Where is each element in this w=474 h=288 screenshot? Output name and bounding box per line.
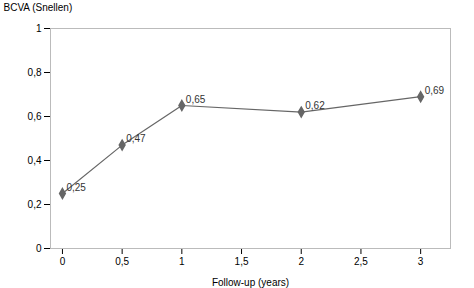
svg-text:0,4: 0,4 xyxy=(28,155,42,166)
svg-text:0,25: 0,25 xyxy=(66,182,86,193)
svg-text:0,8: 0,8 xyxy=(28,67,42,78)
svg-text:0,62: 0,62 xyxy=(305,100,325,111)
svg-text:1: 1 xyxy=(179,256,185,267)
svg-text:Follow-up (years): Follow-up (years) xyxy=(212,277,289,288)
svg-text:0: 0 xyxy=(36,243,42,254)
svg-text:3: 3 xyxy=(418,256,424,267)
svg-text:0,65: 0,65 xyxy=(186,94,206,105)
svg-text:2: 2 xyxy=(298,256,304,267)
svg-text:0,5: 0,5 xyxy=(115,256,129,267)
svg-text:0,6: 0,6 xyxy=(28,111,42,122)
svg-text:0,47: 0,47 xyxy=(126,133,146,144)
svg-text:1,5: 1,5 xyxy=(235,256,249,267)
svg-text:0: 0 xyxy=(60,256,66,267)
svg-text:0,2: 0,2 xyxy=(28,199,42,210)
svg-text:1: 1 xyxy=(36,23,42,34)
svg-text:BCVA (Snellen): BCVA (Snellen) xyxy=(4,2,73,13)
svg-text:0,69: 0,69 xyxy=(425,85,445,96)
svg-text:2,5: 2,5 xyxy=(354,256,368,267)
